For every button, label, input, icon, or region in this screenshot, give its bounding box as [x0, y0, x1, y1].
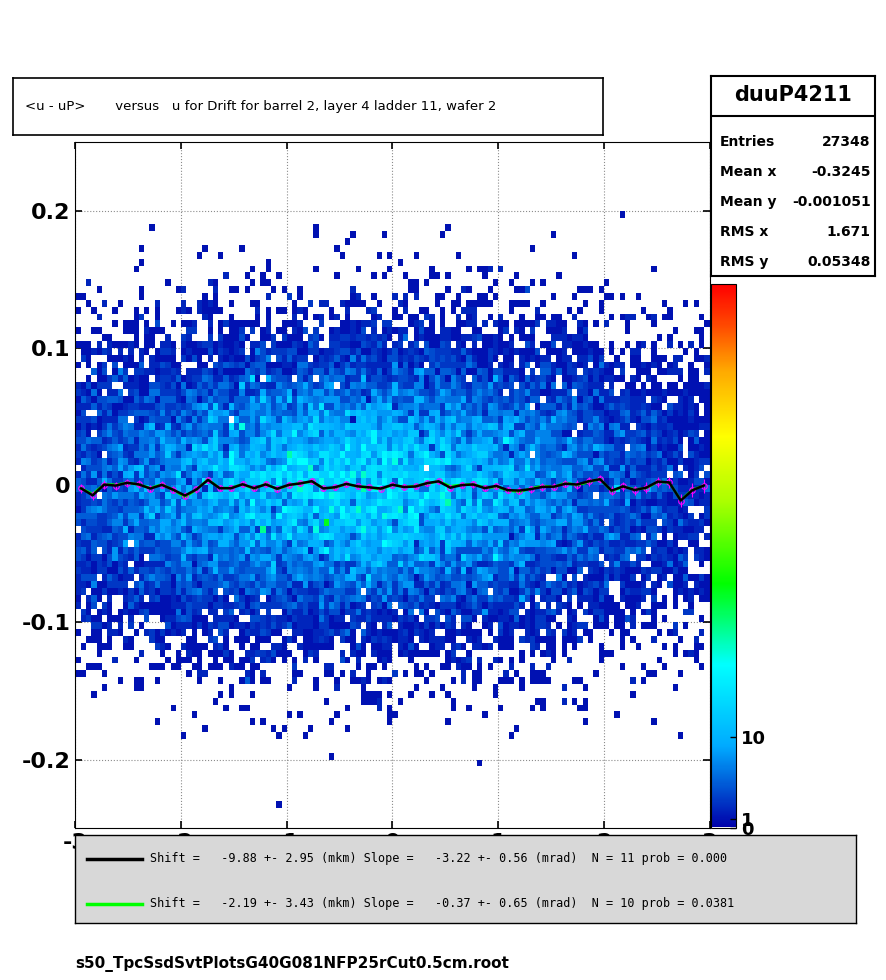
- Text: 27348: 27348: [821, 135, 869, 149]
- Text: -0.3245: -0.3245: [810, 166, 869, 179]
- Text: <u - uP>       versus   u for Drift for barrel 2, layer 4 ladder 11, wafer 2: <u - uP> versus u for Drift for barrel 2…: [25, 100, 496, 114]
- Text: Entries: Entries: [719, 135, 774, 149]
- Text: 1.671: 1.671: [826, 225, 869, 239]
- Text: -0.001051: -0.001051: [791, 195, 869, 210]
- Text: RMS y: RMS y: [719, 256, 767, 270]
- Text: Mean x: Mean x: [719, 166, 775, 179]
- Text: 0.05348: 0.05348: [806, 256, 869, 270]
- Text: Shift =   -2.19 +- 3.43 (mkm) Slope =   -0.37 +- 0.65 (mrad)  N = 10 prob = 0.03: Shift = -2.19 +- 3.43 (mkm) Slope = -0.3…: [150, 898, 733, 910]
- Text: duuP4211: duuP4211: [734, 85, 851, 106]
- Text: Mean y: Mean y: [719, 195, 775, 210]
- Text: Shift =   -9.88 +- 2.95 (mkm) Slope =   -3.22 +- 0.56 (mrad)  N = 11 prob = 0.00: Shift = -9.88 +- 2.95 (mkm) Slope = -3.2…: [150, 853, 726, 865]
- Text: s50_TpcSsdSvtPlotsG40G081NFP25rCut0.5cm.root: s50_TpcSsdSvtPlotsG40G081NFP25rCut0.5cm.…: [75, 956, 509, 972]
- Text: RMS x: RMS x: [719, 225, 767, 239]
